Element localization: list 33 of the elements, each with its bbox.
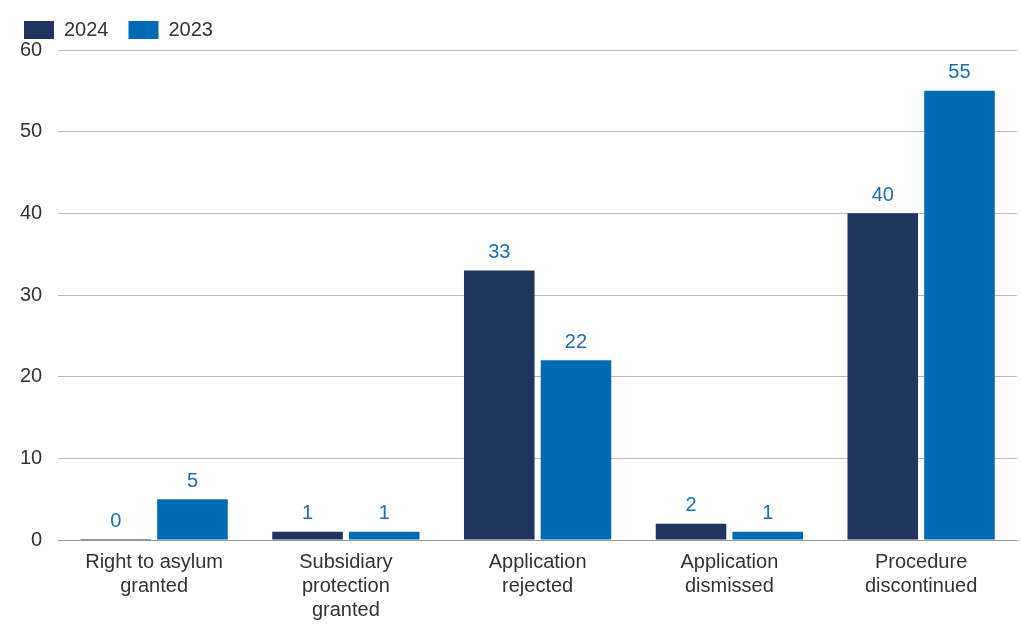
data-label: 55 (948, 60, 971, 83)
data-label: 0 (110, 508, 122, 531)
x-tick-label: Subsidiary protection granted (299, 549, 393, 620)
y-tick-label: 60 (20, 37, 43, 60)
legend-label: 2024 (64, 17, 109, 40)
y-tick-label: 10 (20, 445, 43, 468)
bar (924, 90, 995, 540)
x-tick-label: Application dismissed (680, 549, 779, 596)
x-tick-label: Procedure discontinued (864, 549, 978, 596)
data-label: 1 (301, 501, 314, 524)
data-label: 22 (564, 329, 588, 352)
data-label: 2 (685, 493, 697, 516)
x-tick-label: Right to asylum granted (85, 549, 224, 596)
y-tick-label: 0 (31, 527, 43, 550)
y-tick-label: 50 (20, 119, 43, 142)
bar (157, 499, 228, 540)
bar (463, 270, 535, 540)
data-label: 5 (186, 468, 199, 491)
bar (732, 531, 804, 540)
data-label: 1 (762, 501, 774, 524)
bar (540, 360, 612, 540)
bar (847, 213, 919, 540)
y-tick-label: 20 (20, 364, 43, 387)
data-label: 40 (871, 182, 894, 205)
bar (272, 531, 343, 540)
y-tick-label: 30 (20, 282, 43, 305)
bar (348, 531, 420, 540)
data-label: 33 (488, 240, 511, 263)
y-tick-label: 40 (20, 200, 43, 223)
x-tick-label: Application rejected (488, 549, 587, 596)
bar (655, 523, 727, 540)
legend-label: 2023 (168, 17, 213, 40)
data-label: 1 (378, 501, 390, 524)
